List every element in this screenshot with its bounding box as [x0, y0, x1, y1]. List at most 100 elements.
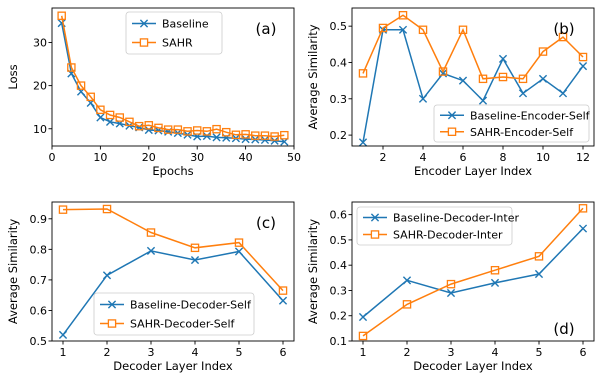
- data-point: [212, 133, 221, 142]
- y-tick-label: 0.4: [330, 259, 348, 272]
- data-point: [67, 63, 76, 72]
- panel-c: 1 2 3 4 5 6 0.5 0.6 0.7 0.8 0.9 Decoder Layer Index…: [6, 201, 295, 373]
- legend-marker: [447, 127, 457, 136]
- legend: Baseline SAHR: [125, 11, 223, 55]
- data-point: [578, 52, 588, 62]
- data-point: [260, 131, 270, 140]
- data-point: [378, 23, 388, 33]
- data-point: [538, 74, 548, 83]
- x-axis-label: Epochs: [152, 164, 193, 178]
- legend-box: [125, 11, 223, 55]
- data-point: [241, 130, 250, 139]
- x-tick-label: 6: [460, 151, 467, 164]
- data-point: [105, 110, 115, 120]
- y-axis-label: Average Similarity: [6, 219, 20, 324]
- data-point: [190, 243, 200, 253]
- data-point: [438, 67, 448, 76]
- data-point: [144, 125, 153, 135]
- x-tick-label: 12: [576, 151, 590, 164]
- x-axis-label: Decoder Layer Index: [413, 359, 533, 373]
- legend-marker: [139, 19, 149, 28]
- panel-tag: (b): [553, 20, 574, 38]
- data-point: [221, 127, 231, 137]
- x-tick-label: 5: [536, 346, 543, 359]
- plot-frame: [51, 7, 295, 147]
- data-point: [202, 131, 211, 141]
- x-tick-label: 50: [287, 151, 301, 164]
- x-tick-label: 10: [536, 151, 550, 164]
- legend-marker: [370, 230, 380, 239]
- legend: Baseline-Encoder-Self SAHR-Encoder-Self: [433, 104, 591, 143]
- data-point: [418, 25, 428, 35]
- x-axis-label: Encoder Layer Index: [414, 164, 532, 178]
- legend-label: Baseline-Decoder-Self: [130, 299, 252, 312]
- data-point: [270, 136, 279, 145]
- data-point: [578, 62, 588, 71]
- data-point: [446, 279, 456, 289]
- panel-d: 1 2 3 4 5 6 0.1 0.2 0.3 0.4 0.5 0.6 Decoder Layer In…: [306, 201, 595, 373]
- data-point: [76, 81, 86, 90]
- panel-tag: (a): [256, 20, 277, 38]
- x-tick-label: 1: [60, 346, 67, 359]
- legend-marker: [370, 213, 380, 222]
- series-line-SAHR-Decoder-Inter: [362, 207, 584, 337]
- data-point: [534, 269, 544, 279]
- y-axis-label: Average Similarity: [306, 219, 320, 324]
- panel-tag: (d): [553, 320, 574, 338]
- x-tick-label: 5: [236, 346, 243, 359]
- legend-label: Baseline: [162, 18, 209, 31]
- data-point: [358, 331, 368, 341]
- data-point: [458, 25, 468, 35]
- legend-label: SAHR: [162, 37, 193, 50]
- data-point: [402, 276, 412, 285]
- data-point: [86, 92, 95, 102]
- legend-label: SAHR-Encoder-Self: [470, 126, 574, 139]
- data-point: [231, 130, 241, 140]
- data-point: [115, 113, 125, 122]
- series-line-SAHR-Encoder-Self: [362, 14, 584, 80]
- x-tick-label: 4: [492, 346, 499, 359]
- legend-box: [356, 206, 513, 246]
- legend-label: Baseline-Decoder-Inter: [393, 212, 519, 225]
- data-point: [144, 121, 154, 130]
- x-tick-label: 6: [280, 346, 287, 359]
- legend: Baseline-Decoder-Inter SAHR-Decoder-Inter: [356, 206, 519, 246]
- x-axis-label: Decoder Layer Index: [113, 359, 233, 373]
- data-point: [538, 47, 548, 56]
- plot-frame: [351, 201, 595, 342]
- legend-box: [93, 292, 255, 336]
- series-line-Baseline-Decoder-Inter: [362, 227, 584, 318]
- data-point: [402, 300, 412, 309]
- data-point: [534, 252, 544, 261]
- x-tick-label: 6: [580, 346, 587, 359]
- data-point: [154, 123, 163, 133]
- data-point: [478, 74, 488, 84]
- data-point: [478, 96, 488, 105]
- y-tick-label: 0.3: [330, 93, 348, 106]
- x-tick-label: 1: [360, 346, 367, 359]
- y-tick-label: 0.3: [330, 284, 348, 297]
- data-point: [558, 89, 568, 98]
- data-point: [278, 296, 288, 305]
- x-tick-label: 3: [148, 346, 155, 359]
- data-point: [418, 94, 428, 103]
- data-point: [490, 278, 500, 287]
- y-axis-label: Loss: [6, 64, 20, 89]
- y-tick-label: 0.5: [330, 20, 348, 33]
- series-line-SAHR-Decoder-Self: [62, 208, 284, 292]
- data-point: [458, 76, 468, 85]
- y-tick-label: 0.9: [30, 213, 48, 226]
- data-point: [398, 11, 408, 20]
- y-tick-label: 0.6: [330, 209, 348, 222]
- legend: Baseline-Decoder-Self SAHR-Decoder-Self: [93, 292, 255, 336]
- data-point: [251, 131, 260, 140]
- data-point: [58, 205, 68, 214]
- legend-label: SAHR-Decoder-Self: [130, 318, 236, 331]
- data-point: [358, 138, 368, 147]
- data-point: [490, 265, 500, 275]
- legend-box: [433, 104, 590, 143]
- y-tick-label: 0.7: [30, 274, 48, 287]
- data-point: [518, 89, 528, 98]
- x-tick-label: 0: [49, 151, 56, 164]
